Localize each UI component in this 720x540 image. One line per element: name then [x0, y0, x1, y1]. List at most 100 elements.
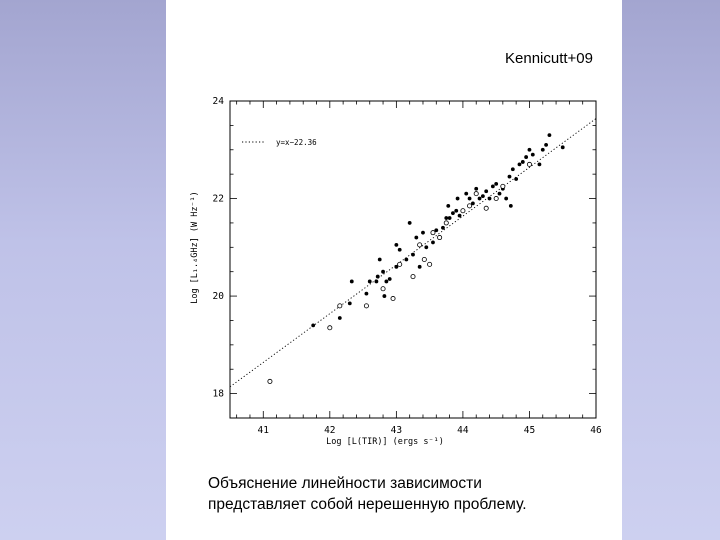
- data-point-open: [390, 296, 396, 302]
- data-point-filled: [407, 221, 412, 225]
- data-point-filled: [480, 194, 485, 198]
- data-point-open: [363, 303, 369, 309]
- data-point-open: [437, 235, 443, 241]
- data-point-filled: [424, 245, 429, 250]
- data-point-filled: [547, 133, 552, 138]
- data-point-filled: [446, 203, 451, 208]
- data-point-filled: [367, 279, 372, 284]
- data-point-filled: [414, 235, 419, 240]
- data-point-filled: [311, 323, 316, 328]
- data-point-filled: [520, 160, 525, 164]
- data-point-filled: [447, 216, 452, 220]
- data-point-open: [467, 203, 473, 209]
- data-point-open: [526, 161, 532, 167]
- data-point-filled: [474, 186, 479, 191]
- data-point-filled: [451, 211, 455, 216]
- data-point-filled: [382, 294, 387, 298]
- data-point-filled: [540, 147, 545, 152]
- data-point-filled: [497, 191, 502, 196]
- caption-line-2: представляет собой нерешенную проблему.: [208, 496, 527, 513]
- data-point-filled: [504, 196, 509, 201]
- data-point-filled: [417, 264, 422, 269]
- right-side-panel: [622, 0, 720, 540]
- data-point-open: [380, 286, 386, 292]
- x-tick-label: 45: [524, 425, 535, 436]
- data-point-filled: [470, 201, 475, 206]
- data-point-filled: [444, 216, 449, 220]
- data-point-open: [267, 378, 273, 384]
- fit-line: [229, 118, 597, 388]
- data-point-filled: [404, 257, 409, 262]
- legend-label: y=x−22.36: [276, 138, 317, 147]
- y-tick-label: 20: [213, 291, 225, 302]
- data-point-filled: [544, 142, 548, 147]
- data-point-filled: [454, 208, 459, 213]
- data-point-filled: [394, 264, 399, 269]
- data-point-filled: [524, 155, 529, 159]
- slide-content: [166, 0, 622, 540]
- data-point-filled: [517, 162, 522, 167]
- data-point-open: [327, 325, 333, 331]
- data-point-filled: [508, 203, 513, 208]
- data-point-filled: [434, 228, 439, 233]
- citation-label: Kennicutt+09: [505, 50, 593, 67]
- plot-frame: [229, 100, 597, 419]
- data-point-filled: [337, 316, 342, 320]
- data-point-filled: [347, 301, 352, 306]
- x-tick-label: 46: [590, 425, 602, 436]
- data-point-filled: [514, 177, 519, 181]
- data-point-filled: [384, 279, 389, 284]
- caption: Объяснение линейности зависимости предст…: [208, 473, 608, 515]
- left-side-panel: [0, 0, 166, 540]
- data-point-filled: [375, 274, 380, 279]
- data-point-filled: [387, 277, 392, 281]
- data-point-filled: [441, 225, 445, 230]
- data-point-open: [410, 274, 416, 280]
- y-axis-label: Log [L₁.₄GHz] (W Hz⁻¹): [190, 191, 200, 304]
- data-point-open: [460, 208, 466, 214]
- data-point-filled: [487, 196, 492, 201]
- data-point-open: [397, 261, 403, 267]
- x-axis-label: Log [L(TIR)] (ergs s⁻¹): [326, 437, 444, 447]
- y-tick-label: 24: [213, 96, 225, 107]
- data-point-filled: [457, 213, 462, 218]
- data-point-open: [500, 183, 506, 189]
- data-point-filled: [455, 196, 460, 201]
- y-tick-label: 18: [213, 389, 225, 400]
- data-point-open: [427, 261, 433, 267]
- data-point-filled: [431, 240, 435, 245]
- data-point-filled: [374, 279, 379, 284]
- x-tick-label: 42: [324, 425, 335, 436]
- data-point-filled: [507, 174, 512, 179]
- data-point-open: [493, 196, 499, 202]
- data-point-filled: [484, 189, 489, 194]
- data-point-filled: [364, 291, 369, 296]
- data-point-filled: [349, 279, 354, 284]
- data-point-filled: [464, 191, 469, 196]
- data-point-filled: [537, 162, 542, 167]
- data-point-open: [421, 256, 427, 262]
- data-point-filled: [530, 152, 535, 157]
- caption-line-1: Объяснение линейности зависимости: [208, 475, 482, 492]
- data-point-filled: [560, 145, 565, 150]
- data-point-open: [417, 242, 423, 248]
- data-point-filled: [381, 269, 385, 274]
- data-point-filled: [377, 257, 382, 262]
- data-point-filled: [394, 242, 399, 247]
- data-point-open: [483, 205, 489, 211]
- data-point-filled: [490, 184, 495, 189]
- x-tick-label: 43: [391, 425, 402, 436]
- data-point-filled: [421, 230, 425, 235]
- data-point-filled: [477, 196, 482, 201]
- data-point-open: [430, 230, 436, 236]
- data-point-filled: [527, 147, 532, 152]
- data-point-filled: [494, 182, 499, 186]
- x-tick-label: 44: [457, 425, 469, 436]
- data-point-filled: [510, 167, 515, 172]
- x-tick-label: 41: [258, 425, 270, 436]
- data-point-filled: [411, 252, 415, 257]
- data-point-open: [443, 220, 449, 226]
- data-point-open: [473, 191, 479, 197]
- scatter-chart: 41 42 43 44 45 46 18 20 22 24 Log [L(TIR)] (ergs s…: [190, 96, 602, 447]
- data-point-filled: [467, 196, 472, 201]
